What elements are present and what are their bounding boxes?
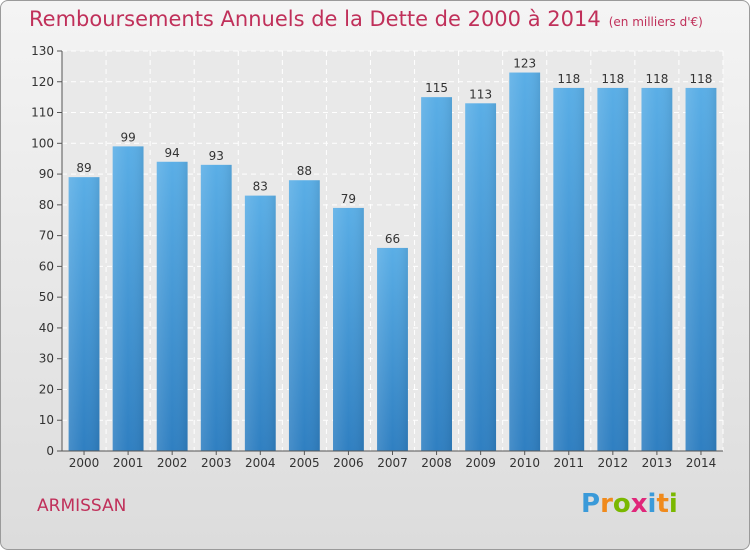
bar-shade [200, 164, 232, 451]
bar-shade [685, 87, 717, 451]
y-tick-label: 10 [39, 413, 54, 427]
x-tick-label: 2001 [113, 456, 144, 470]
y-tick-label: 40 [39, 321, 54, 335]
x-tick-label: 2005 [289, 456, 320, 470]
chart-title: Remboursements Annuels de la Dette de 20… [29, 7, 703, 31]
x-tick-label: 2012 [598, 456, 629, 470]
bar-shade [112, 146, 144, 451]
value-label: 89 [76, 161, 91, 175]
bar-shade [244, 195, 276, 451]
logo-letter: o [612, 489, 631, 519]
y-tick-label: 110 [31, 106, 54, 120]
bar-shade [641, 87, 673, 451]
y-tick-label: 120 [31, 75, 54, 89]
value-label: 123 [513, 57, 536, 71]
x-tick-label: 2008 [421, 456, 452, 470]
logo-letter: i [668, 489, 678, 519]
value-label: 83 [253, 180, 268, 194]
bar-shade [553, 87, 585, 451]
proxiti-logo: Proxiti [581, 489, 678, 519]
commune-name: ARMISSAN [37, 496, 127, 516]
x-tick-label: 2013 [642, 456, 673, 470]
y-tick-label: 70 [39, 229, 54, 243]
bar-shade [156, 161, 188, 451]
x-tick-label: 2004 [245, 456, 276, 470]
value-label: 118 [557, 72, 580, 86]
bar-shade [377, 247, 408, 451]
bars: 89 99 94 93 83 88 79 66 115 113 123 118 118 118 118 [68, 57, 717, 452]
logo-letter: r [600, 489, 613, 519]
value-label: 79 [341, 192, 356, 206]
value-label: 115 [425, 81, 448, 95]
value-label: 118 [601, 72, 624, 86]
y-tick-label: 90 [39, 167, 54, 181]
bar-shade [509, 72, 541, 452]
logo-letter: P [581, 489, 601, 519]
y-tick-label: 50 [39, 290, 54, 304]
y-tick-label: 0 [46, 444, 54, 458]
y-tick-label: 60 [39, 259, 54, 273]
x-tick-label: 2014 [686, 456, 717, 470]
x-tick-label: 2010 [509, 456, 540, 470]
y-tick-label: 20 [39, 382, 54, 396]
value-label: 66 [385, 232, 400, 246]
x-tick-label: 2002 [157, 456, 188, 470]
x-tick-label: 2006 [333, 456, 364, 470]
value-label: 118 [690, 72, 713, 86]
y-tick-label: 30 [39, 352, 54, 366]
value-label: 88 [297, 164, 312, 178]
value-label: 93 [209, 149, 224, 163]
bar-shade [465, 103, 497, 452]
x-tick-label: 2007 [377, 456, 408, 470]
axes: 0 10 20 30 40 50 60 70 80 90 100 110 120 130 2000 2001 2… [31, 44, 723, 470]
bar-shade [597, 87, 629, 451]
x-tick-label: 2011 [553, 456, 584, 470]
bar-shade [288, 180, 320, 451]
value-label: 113 [469, 87, 492, 101]
y-tick-label: 130 [31, 44, 54, 58]
chart-title-text: Remboursements Annuels de la Dette de 20… [29, 7, 601, 31]
logo-letter: t [656, 489, 669, 519]
x-tick-label: 2003 [201, 456, 232, 470]
bar-shade [68, 177, 100, 451]
bar-shade [333, 207, 364, 451]
bar-shade [421, 97, 452, 452]
x-tick-label: 2009 [465, 456, 496, 470]
value-label: 118 [645, 72, 668, 86]
chart-unit-note: (en milliers d'€) [608, 15, 703, 29]
x-tick-label: 2000 [69, 456, 100, 470]
value-label: 94 [165, 146, 180, 160]
logo-letter: x [630, 489, 648, 519]
value-label: 99 [120, 130, 135, 144]
y-tick-label: 80 [39, 198, 54, 212]
logo-letter: i [647, 489, 657, 519]
y-tick-label: 100 [31, 136, 54, 150]
